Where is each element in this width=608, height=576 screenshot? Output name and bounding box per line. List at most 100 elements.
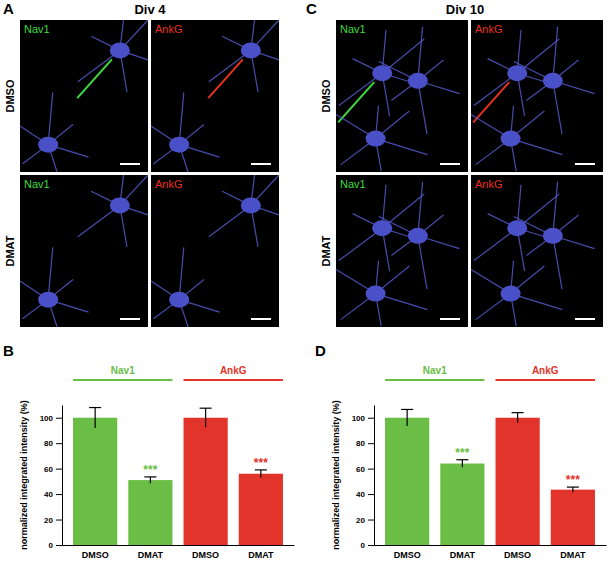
- tick: 100: [40, 414, 62, 423]
- channel-label: Nav1: [24, 23, 50, 35]
- tick-label: DMAT: [138, 550, 164, 560]
- y-axis: 020406080100: [40, 406, 63, 551]
- panel-letter: A: [3, 0, 14, 17]
- scale-bar: [440, 318, 460, 320]
- tick: 0: [361, 541, 374, 550]
- micrograph: Nav1: [336, 175, 468, 327]
- bar: [385, 418, 429, 545]
- cell-body: [501, 286, 521, 302]
- plot-area: [73, 408, 283, 545]
- channel-label: AnkG: [475, 23, 503, 35]
- error-bar-cap: [200, 408, 212, 409]
- tick-mark: [368, 520, 374, 521]
- cell-body: [366, 131, 386, 147]
- tick-mark: [368, 545, 374, 546]
- scale-bar: [575, 318, 595, 320]
- x-axis: DMSO DMAT DMSO DMAT: [63, 545, 295, 560]
- tick-label: 40: [356, 490, 365, 499]
- error-bar-stem: [150, 477, 151, 483]
- tick-label: 60: [44, 465, 53, 474]
- significance-label: ***: [455, 446, 469, 460]
- tick-label: DMAT: [560, 550, 586, 560]
- tick: 60: [44, 465, 62, 474]
- tick-label: DMAT: [450, 550, 476, 560]
- error-bar-cap: [89, 407, 101, 408]
- channel-label: AnkG: [155, 23, 183, 35]
- micrograph-background: [471, 20, 603, 172]
- scale-bar: [120, 318, 140, 320]
- tick: DMSO: [192, 545, 219, 560]
- tick: 20: [356, 516, 374, 525]
- tick-label: 80: [356, 439, 365, 448]
- tick-mark: [56, 443, 62, 444]
- cell-body: [38, 137, 58, 153]
- group-label: Nav1: [111, 365, 135, 376]
- y-axis: 020406080100: [352, 406, 375, 551]
- bar: [440, 464, 484, 545]
- channel-label: Nav1: [340, 23, 366, 35]
- bar-chart: Dnormalized integrated intensity (%)***N…: [315, 342, 607, 560]
- tick-label: 20: [44, 516, 53, 525]
- micrograph-background: [471, 175, 603, 327]
- cell-body: [110, 197, 130, 213]
- axon-initial-segment: [473, 82, 509, 122]
- bar: [128, 480, 172, 545]
- micrograph-background: [20, 175, 148, 327]
- image-panel: ADiv 4DMSONav1AnkGDMATNav1AnkG: [3, 0, 279, 327]
- tick-label: 80: [44, 439, 53, 448]
- cell-body: [543, 228, 563, 244]
- bar: [184, 418, 228, 545]
- micrograph-background: [151, 175, 279, 327]
- group-label: AnkG: [532, 365, 559, 376]
- axon-initial-segment: [77, 59, 112, 98]
- group-line: [184, 379, 283, 381]
- significance-label: ***: [254, 456, 268, 470]
- axis-line: [63, 545, 295, 546]
- tick: DMAT: [248, 545, 274, 560]
- tick-label: DMAT: [248, 550, 274, 560]
- tick: DMSO: [82, 545, 109, 560]
- group-label: AnkG: [220, 365, 247, 376]
- tick-label: 40: [44, 490, 53, 499]
- bar: [73, 418, 117, 545]
- scale-bar: [251, 163, 271, 165]
- figure: ADiv 4DMSONav1AnkGDMATNav1AnkGCDiv 10DMS…: [0, 0, 608, 576]
- tick-label: 0: [361, 541, 366, 550]
- tick: 40: [356, 490, 374, 499]
- tick: 80: [44, 439, 62, 448]
- error-bar: [456, 460, 468, 468]
- micrograph: Nav1: [20, 20, 148, 172]
- cell-body: [372, 65, 392, 81]
- neurite: [418, 182, 423, 236]
- neurite: [553, 27, 558, 81]
- tick-label: DMSO: [192, 550, 219, 560]
- tick-label: DMSO: [394, 550, 421, 560]
- scale-bar: [440, 163, 460, 165]
- row-label: DMSO: [4, 79, 16, 112]
- tick-label: 20: [356, 516, 365, 525]
- tick: 80: [356, 439, 374, 448]
- micrograph-background: [20, 20, 148, 172]
- tick: 40: [44, 490, 62, 499]
- tick-mark: [56, 494, 62, 495]
- error-bar: [200, 408, 212, 427]
- error-bar: [401, 409, 413, 426]
- error-bar-cap: [401, 409, 413, 410]
- tick-mark: [56, 545, 62, 546]
- micrograph: Nav1: [336, 20, 468, 172]
- row-label: DMSO: [320, 79, 332, 112]
- row-label: DMAT: [320, 235, 332, 266]
- axon-initial-segment: [338, 82, 374, 122]
- error-bar: [89, 408, 101, 428]
- image-panel: CDiv 10DMSONav1AnkGDMATNav1AnkG: [306, 0, 603, 327]
- error-bar-stem: [407, 409, 408, 426]
- cell-body: [543, 73, 563, 89]
- tick: DMSO: [504, 545, 531, 560]
- y-axis-title: normalized integrated intensity (%): [19, 400, 29, 550]
- neurite: [553, 236, 562, 289]
- micrograph: AnkG: [151, 20, 279, 172]
- micrograph: AnkG: [471, 20, 603, 172]
- tick-label: 100: [40, 414, 54, 423]
- scale-bar: [251, 318, 271, 320]
- error-bar-stem: [462, 460, 463, 468]
